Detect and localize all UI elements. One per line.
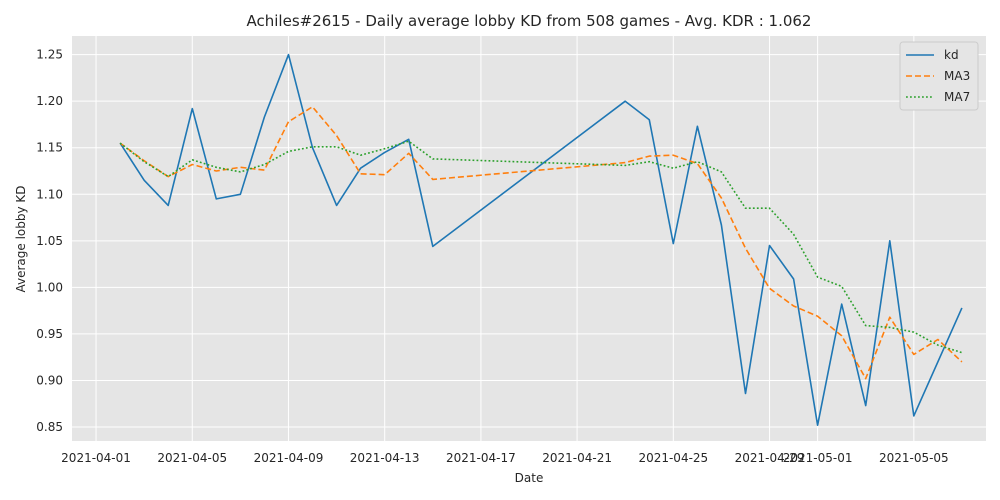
x-axis-label: Date — [515, 471, 544, 485]
y-axis-ticks: 0.85 0.90 0.95 1.00 1.05 1.10 1.15 1.20 1.25 — [36, 48, 63, 434]
legend-label-ma3: MA3 — [944, 69, 970, 83]
series-line-ma7 — [119, 140, 963, 354]
x-tick-label: 2021-04-17 — [446, 451, 516, 465]
y-tick-label: 1.10 — [36, 187, 63, 201]
y-tick-label: 0.85 — [36, 420, 63, 434]
x-tick-label: 2021-04-05 — [157, 451, 227, 465]
series-line-ma3 — [119, 106, 963, 380]
x-tick-label: 2021-04-29 — [735, 451, 805, 465]
y-tick-label: 1.20 — [36, 94, 63, 108]
x-tick-label: 2021-05-01 — [783, 451, 853, 465]
y-tick-label: 1.00 — [36, 280, 63, 294]
y-axis-label: Average lobby KD — [14, 185, 28, 292]
y-tick-label: 0.90 — [36, 373, 63, 387]
series-line-kd — [119, 53, 963, 426]
x-tick-label: 2021-04-21 — [542, 451, 612, 465]
y-tick-label: 0.95 — [36, 327, 63, 341]
chart-title: Achiles#2615 - Daily average lobby KD fr… — [247, 12, 812, 30]
y-tick-label: 1.25 — [36, 48, 63, 62]
x-axis-ticks: 2021-04-01 2021-04-05 2021-04-09 2021-04-13… — [61, 451, 949, 465]
legend-box — [899, 41, 979, 111]
legend: kd MA3 MA7 — [899, 41, 979, 111]
x-tick-label: 2021-04-25 — [638, 451, 708, 465]
grid — [72, 36, 986, 441]
x-tick-label: 2021-05-05 — [879, 451, 949, 465]
y-tick-label: 1.05 — [36, 234, 63, 248]
legend-label-kd: kd — [944, 48, 959, 62]
x-tick-label: 2021-04-09 — [254, 451, 324, 465]
y-tick-label: 1.15 — [36, 141, 63, 155]
x-tick-label: 2021-04-01 — [61, 451, 131, 465]
legend-label-ma7: MA7 — [944, 90, 970, 104]
series-layer — [119, 53, 963, 426]
x-tick-label: 2021-04-13 — [350, 451, 420, 465]
plot-area — [72, 36, 986, 441]
